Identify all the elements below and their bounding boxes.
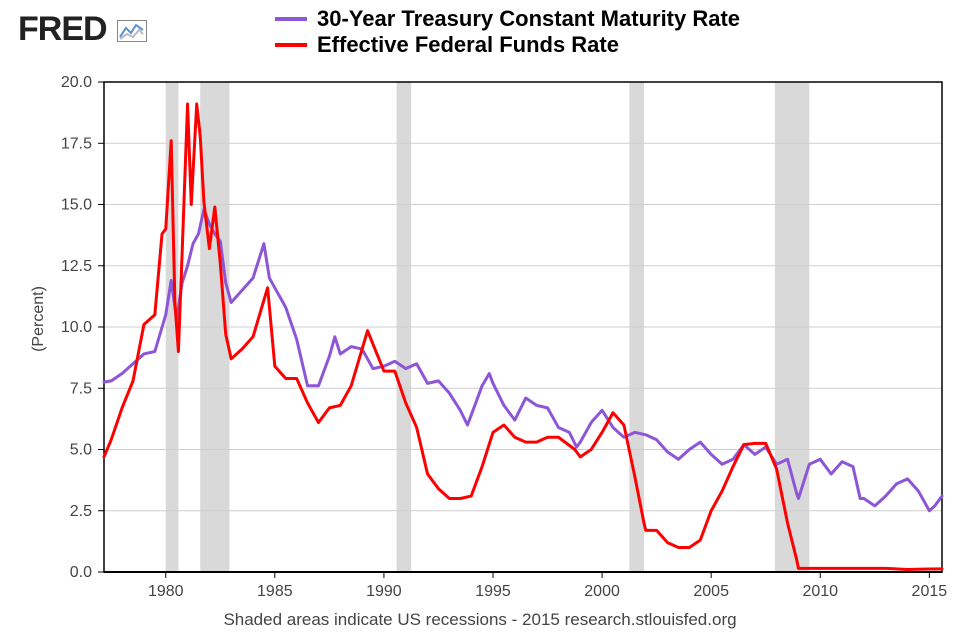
y-tick-label: 0.0 (70, 564, 92, 581)
x-tick-label: 2015 (912, 583, 948, 600)
y-tick-label: 15.0 (61, 197, 92, 214)
chart-svg: 0.0 2.5 5.0 7.5 10.0 12.5 15.0 17.5 20.0 1980 1985… (0, 0, 960, 638)
y-tick-label: 10.0 (61, 319, 92, 336)
x-tick-label: 2005 (693, 583, 729, 600)
y-tick-label: 20.0 (61, 74, 92, 91)
x-tick-label: 1990 (366, 583, 402, 600)
x-tick-label: 1985 (257, 583, 293, 600)
chart-container: FRED 30-Year Treasury Constant Maturity … (0, 0, 960, 638)
y-tick-label: 12.5 (61, 258, 92, 275)
x-tick-label: 2000 (584, 583, 620, 600)
y-tick-label: 17.5 (61, 135, 92, 152)
x-tick-label: 1980 (148, 583, 184, 600)
y-tick-label: 2.5 (70, 503, 92, 520)
series-line (104, 104, 942, 570)
x-tick-label: 2010 (802, 583, 838, 600)
series-line (104, 209, 942, 510)
footer-note: Shaded areas indicate US recessions - 20… (0, 610, 960, 630)
x-tick-label: 1995 (475, 583, 511, 600)
y-tick-label: 5.0 (70, 442, 92, 459)
y-tick-label: 7.5 (70, 380, 92, 397)
